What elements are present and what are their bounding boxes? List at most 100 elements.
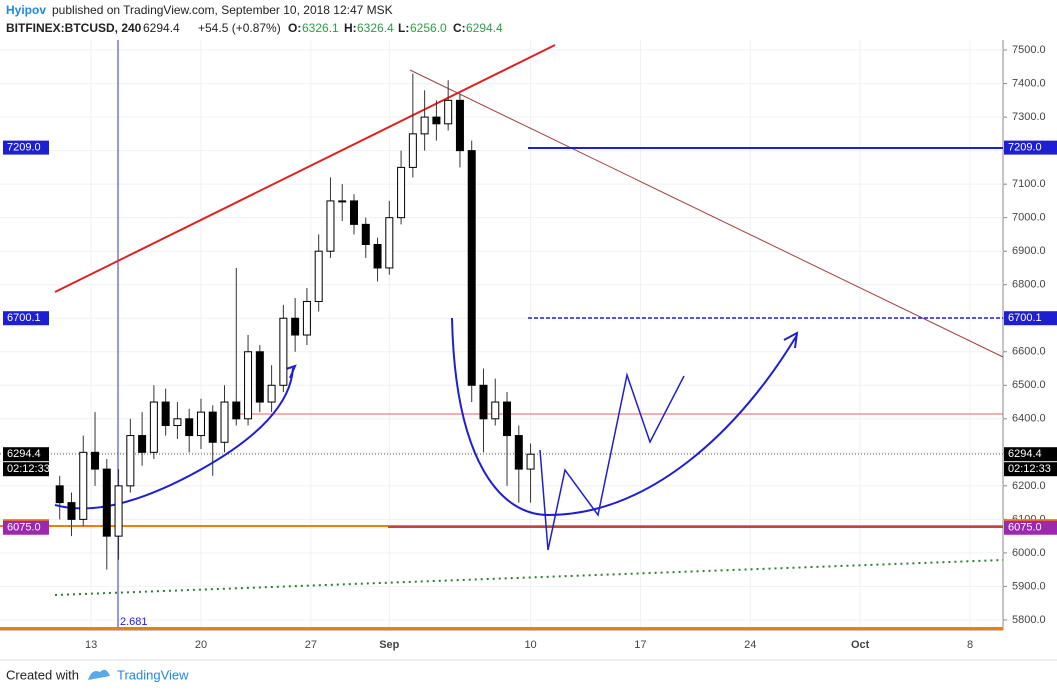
countdown-box xyxy=(1004,462,1057,477)
countdown: 02:12:33 xyxy=(1008,463,1051,475)
y-tick-label: 7300.0 xyxy=(1012,111,1046,123)
o-value: 6326.1 xyxy=(302,21,339,35)
price-label: 7209.0 xyxy=(7,142,41,154)
footer-brand[interactable]: TradingView xyxy=(117,667,189,682)
y-tick-label: 6800.0 xyxy=(1012,279,1046,291)
candle-body xyxy=(349,200,358,225)
candle-body xyxy=(114,485,123,537)
last: 6294.4 xyxy=(143,21,180,35)
candle-body xyxy=(196,411,205,437)
candle-body xyxy=(491,401,500,420)
grid xyxy=(0,40,1003,630)
candle-body xyxy=(338,200,347,203)
x-tick-label: 13 xyxy=(85,639,97,651)
candle-body xyxy=(255,351,264,403)
trend-line xyxy=(409,69,1004,358)
candle-body xyxy=(373,243,382,269)
candle-body xyxy=(55,485,64,504)
candle-body xyxy=(279,317,288,386)
candle-body xyxy=(173,418,182,427)
x-tick-label: 27 xyxy=(305,639,317,651)
candle-body xyxy=(138,435,147,453)
y-tick-label: 6400.0 xyxy=(1012,413,1046,425)
candles xyxy=(55,73,535,570)
candle-body xyxy=(432,116,441,125)
symbol: BITFINEX:BTCUSD, 240 xyxy=(6,21,142,35)
x-tick-label: Oct xyxy=(851,639,870,651)
y-tick-label: 6200.0 xyxy=(1012,480,1046,492)
h-label: H: xyxy=(344,21,357,35)
countdown-box xyxy=(3,462,49,477)
price-label-box xyxy=(1004,520,1057,535)
candle-body xyxy=(185,418,194,437)
candle-body xyxy=(397,166,406,219)
price-label-box xyxy=(1004,140,1057,155)
y-tick-label: 6500.0 xyxy=(1012,379,1046,391)
candle-body xyxy=(267,384,276,403)
l-value: 6256.0 xyxy=(410,21,447,35)
candle-body xyxy=(208,411,217,443)
candle-body xyxy=(302,300,311,336)
y-tick-label: 6900.0 xyxy=(1012,245,1046,257)
candle-body xyxy=(67,502,76,520)
price-label-box xyxy=(3,447,49,462)
price-label: 6075.0 xyxy=(1008,522,1042,534)
candle-body xyxy=(420,116,429,135)
arrow-head xyxy=(783,331,799,349)
author: Hyipov xyxy=(6,3,46,17)
price-label-box xyxy=(3,520,49,535)
h-value: 6326.4 xyxy=(357,21,394,35)
candle-body xyxy=(314,250,323,302)
candle-body xyxy=(385,217,394,269)
x-tick-label: 8 xyxy=(967,639,973,651)
x-tick-label: 20 xyxy=(195,639,207,651)
logo xyxy=(88,669,110,680)
y-tick-label: 5800.0 xyxy=(1012,614,1046,626)
candle-body xyxy=(514,435,523,470)
countdown: 02:12:33 xyxy=(7,463,50,475)
y-tick-label: 6600.0 xyxy=(1012,346,1046,358)
x-tick-label: Sep xyxy=(379,639,399,651)
price-label: 6700.1 xyxy=(1008,312,1042,324)
trend-line xyxy=(54,559,1004,596)
candle-body xyxy=(503,401,512,437)
price-label-box xyxy=(3,311,49,326)
y-tick-label: 6000.0 xyxy=(1012,547,1046,559)
bottom-bar xyxy=(0,627,1003,630)
projection-curve xyxy=(451,317,798,517)
l-label: L: xyxy=(398,21,409,35)
price-label: 7209.0 xyxy=(1008,142,1042,154)
price-label: 6700.1 xyxy=(7,312,41,324)
price-label-box xyxy=(3,140,49,155)
candle-body xyxy=(408,133,417,168)
trend-line xyxy=(54,44,556,293)
candle-body xyxy=(444,99,453,125)
volume-label: 2.681 xyxy=(120,616,148,628)
price-label: 6075.0 xyxy=(7,522,41,534)
change: +54.5 (+0.87%) xyxy=(198,21,281,35)
c-label: C: xyxy=(453,21,466,35)
candle-body xyxy=(455,99,464,152)
c-value: 6294.4 xyxy=(466,21,503,35)
price-label-box xyxy=(1004,311,1057,326)
x-tick-label: 17 xyxy=(634,639,646,651)
candle-body xyxy=(161,401,170,427)
candle-body xyxy=(149,401,158,453)
footer-created: Created with xyxy=(6,667,79,682)
projection-curve xyxy=(54,367,294,510)
candle-body xyxy=(326,200,335,252)
y-tick-label: 7400.0 xyxy=(1012,77,1046,89)
y-tick-label: 7500.0 xyxy=(1012,44,1046,56)
published: published on TradingView.com, September … xyxy=(52,3,393,17)
y-tick-label: 5900.0 xyxy=(1012,580,1046,592)
candle-body xyxy=(526,453,535,470)
candle-body xyxy=(102,468,111,537)
candle-body xyxy=(467,150,476,386)
candle-body xyxy=(220,401,229,443)
price-label-box xyxy=(1004,447,1057,462)
o-label: O: xyxy=(288,21,301,35)
y-tick-label: 7000.0 xyxy=(1012,212,1046,224)
y-tick-label: 7100.0 xyxy=(1012,178,1046,190)
